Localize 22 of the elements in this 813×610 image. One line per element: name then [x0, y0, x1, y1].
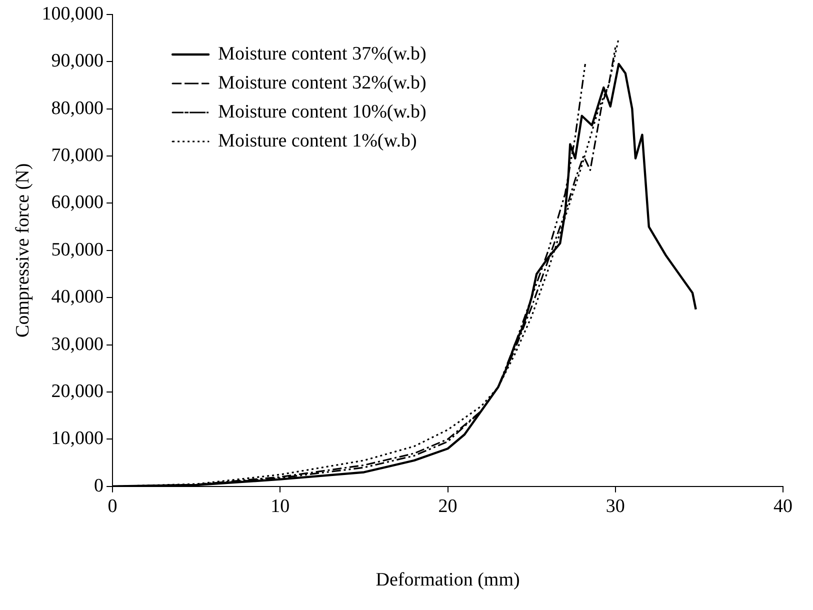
x-axis-title: Deformation (mm): [376, 570, 520, 591]
y-tick-label: 50,000: [51, 239, 104, 260]
y-tick-label: 90,000: [51, 50, 104, 72]
y-tick-label: 70,000: [51, 144, 104, 166]
x-tick-label: 10: [270, 496, 290, 517]
x-tick-label: 40: [774, 496, 792, 517]
y-axis-title: Compressive force (N): [12, 163, 34, 338]
x-tick-label: 30: [606, 496, 625, 517]
legend-label: Moisture content 10%(w.b): [218, 101, 426, 122]
y-tick-label: 80,000: [51, 98, 104, 119]
y-tick-label: 60,000: [51, 192, 104, 214]
y-tick-label: 40,000: [51, 286, 104, 308]
legend-label: Moisture content 37%(w.b): [218, 43, 426, 64]
y-tick-label: 0: [94, 475, 104, 496]
x-tick-label: 20: [438, 496, 458, 517]
y-tick-label: 100,000: [42, 3, 104, 24]
legend-label: Moisture content 32%(w.b): [218, 72, 426, 94]
y-tick-label: 30,000: [51, 334, 104, 355]
y-tick-label: 10,000: [51, 428, 104, 450]
legend-label: Moisture content 1%(w.b): [218, 130, 417, 152]
y-tick-label: 20,000: [51, 380, 104, 402]
x-tick-label: 0: [108, 496, 118, 517]
